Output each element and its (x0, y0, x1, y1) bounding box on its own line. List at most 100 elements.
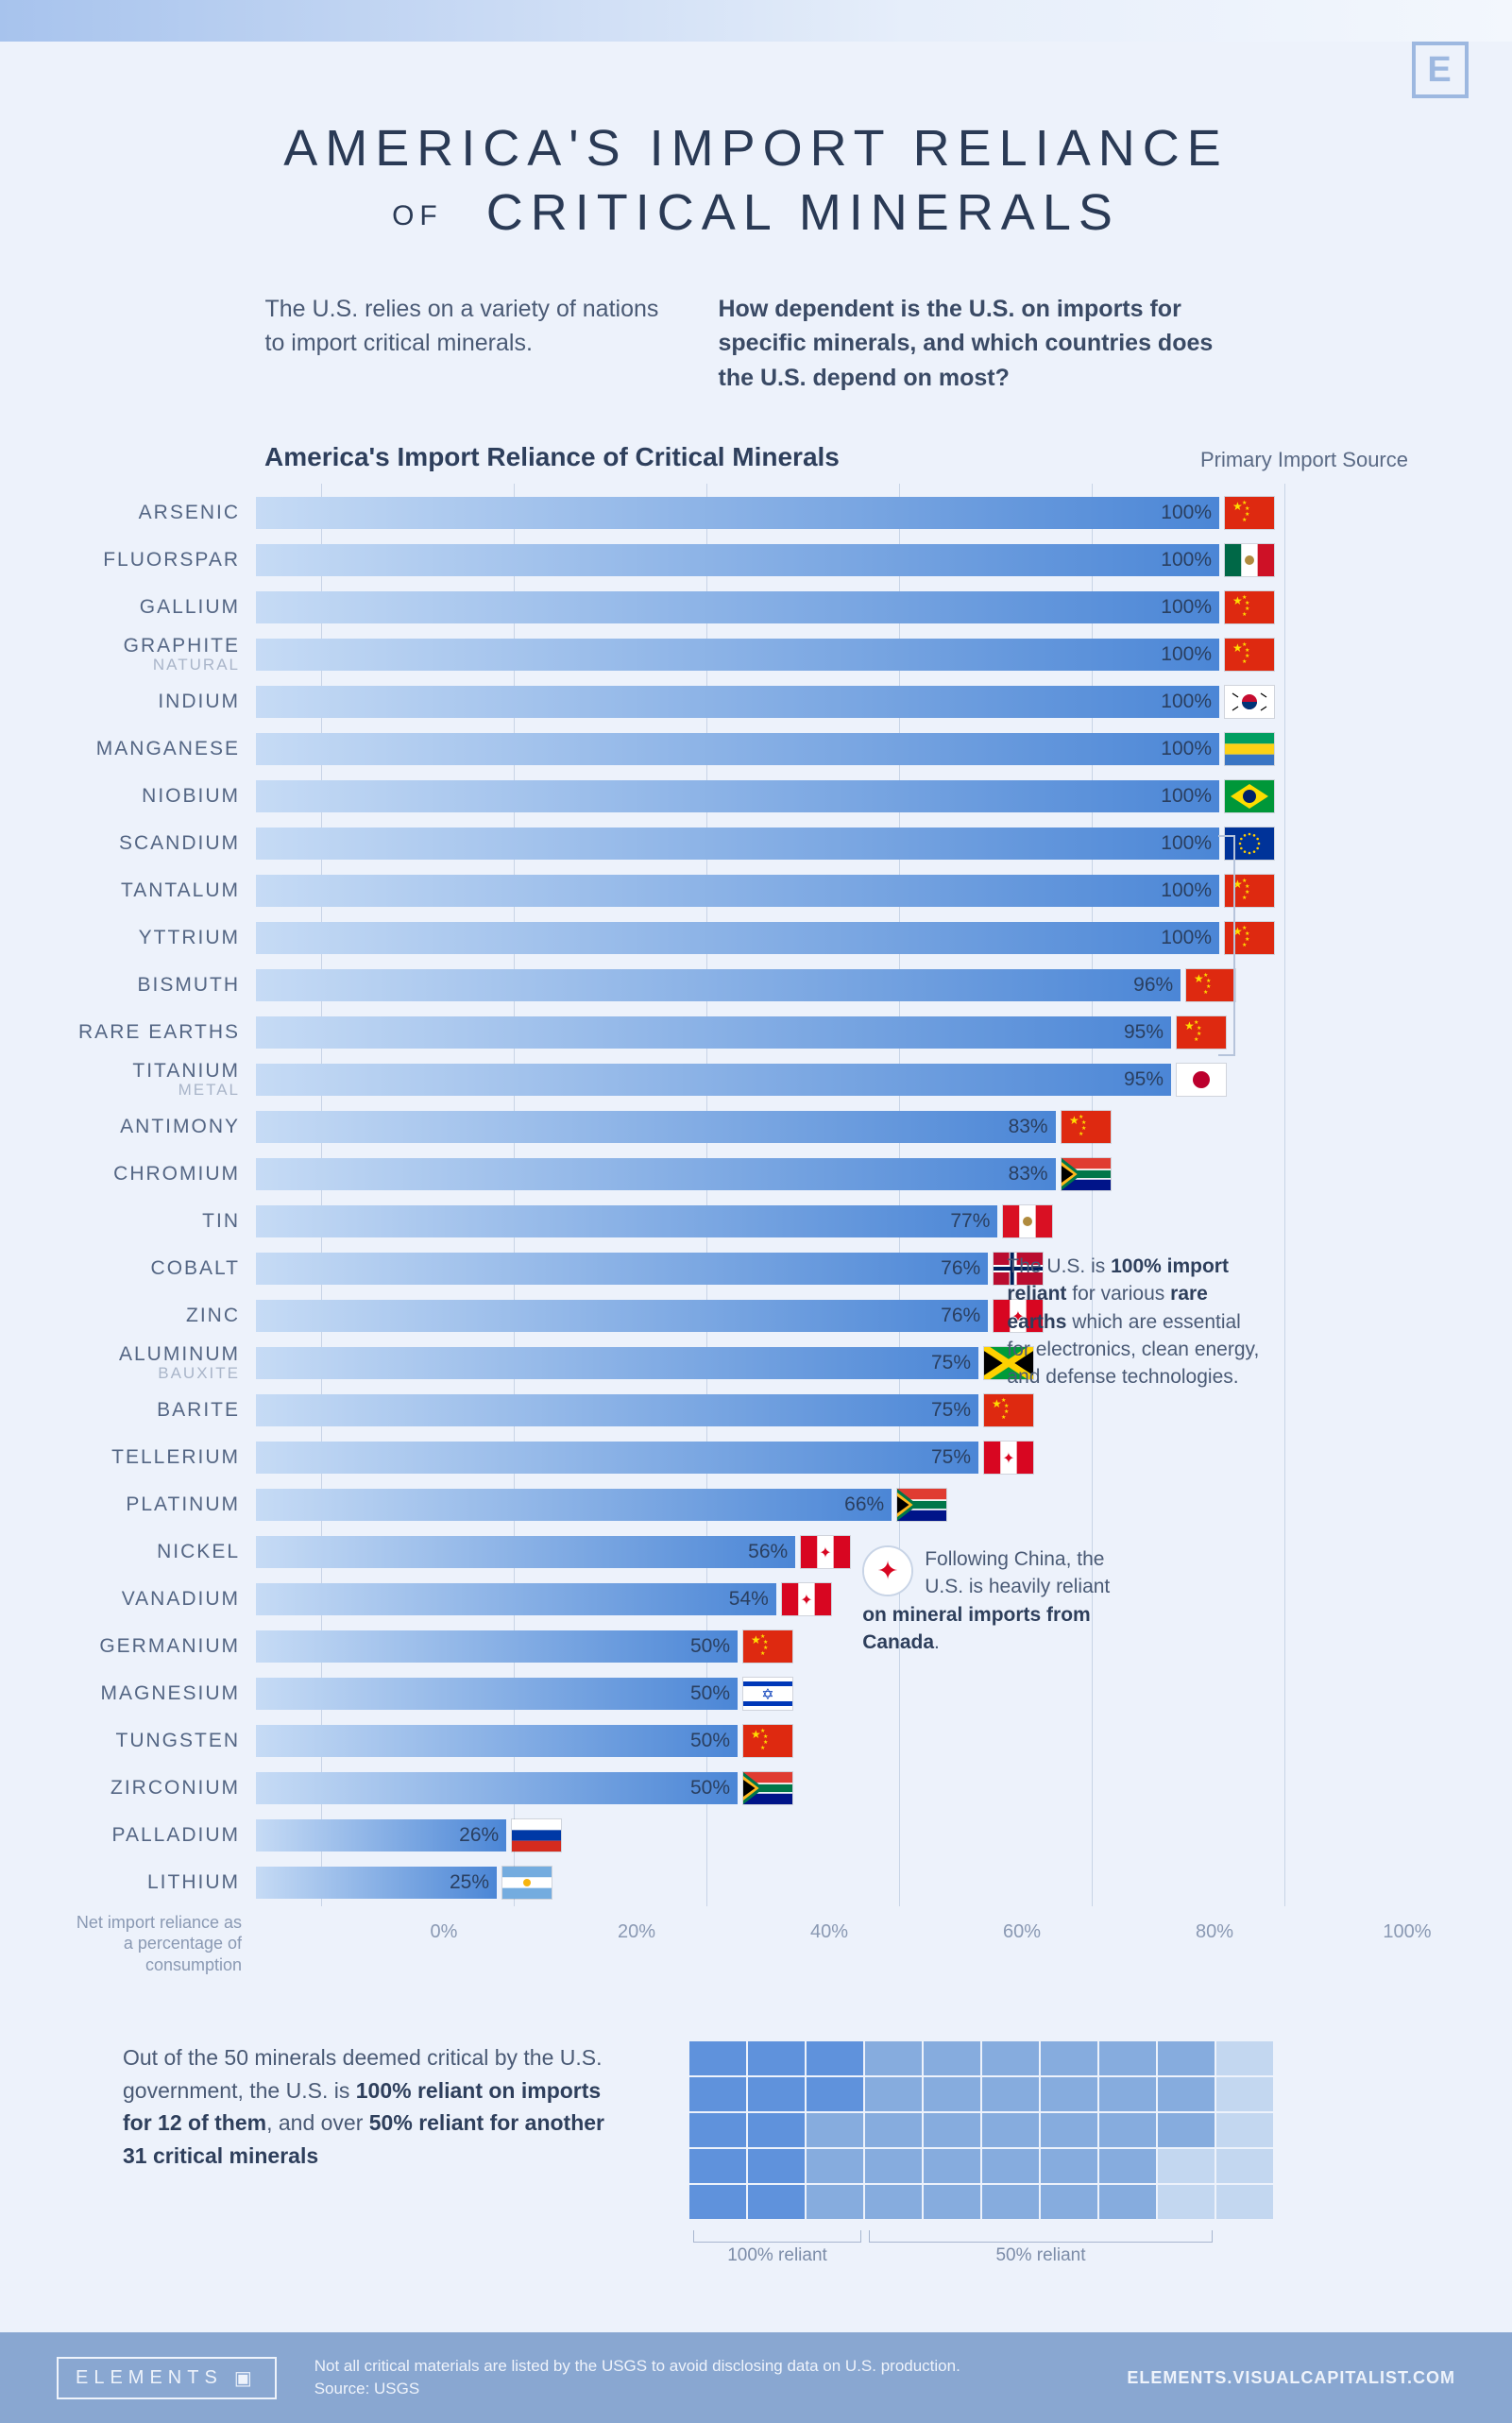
bar-plot-area: 100% ★★★★★ (255, 489, 1218, 537)
bar-plot-area: 100% ★★★★★ (255, 631, 1218, 678)
axis-tick: 0% (431, 1921, 458, 1943)
bar: 100% (256, 544, 1219, 576)
flag-icon (502, 1867, 552, 1899)
waffle-cell (807, 2041, 863, 2075)
svg-text:★: ★ (1245, 930, 1249, 937)
bar-plot-area: 95% (255, 1056, 1218, 1103)
mineral-label: RARE EARTHS (66, 1022, 255, 1043)
flag-icon: ★★★★★ (1225, 639, 1274, 671)
subheader: The U.S. relies on a variety of nations … (0, 273, 1512, 442)
waffle-cell (1099, 2077, 1156, 2111)
bar-row: NICKEL 56% ✦ (66, 1528, 1446, 1576)
axis-note: Net import reliance as a percentage of c… (66, 1912, 255, 1976)
flag-icon: ✦ (782, 1583, 831, 1615)
svg-text:✡: ✡ (761, 1687, 773, 1703)
flag-icon (1062, 1158, 1111, 1190)
flag-icon (897, 1489, 946, 1521)
flag-icon (1225, 686, 1274, 718)
waffle-cell (1216, 2041, 1273, 2075)
svg-text:★: ★ (1206, 983, 1211, 990)
bar-row: LITHIUM 25% (66, 1859, 1446, 1906)
callout-canada: ✦ Following China, the U.S. is heavily r… (862, 1545, 1117, 1657)
axis-tick: 40% (810, 1921, 848, 1943)
bracket-rare-earths (1218, 835, 1235, 1056)
legend-label: Primary Import Source (1200, 448, 1408, 472)
bar: 25% (256, 1867, 497, 1899)
bar: 66% (256, 1489, 892, 1521)
svg-text:★: ★ (1242, 925, 1247, 931)
bar-plot-area: 100% (255, 537, 1218, 584)
waffle-cell (1099, 2149, 1156, 2183)
bar: 50% (256, 1630, 738, 1663)
waffle-cell (1158, 2041, 1215, 2075)
bar-row: MAGNESIUM 50% ✡ (66, 1670, 1446, 1717)
waffle-cell (924, 2185, 980, 2219)
footer-brand-text: ELEMENTS (76, 2367, 223, 2389)
flag-icon (1003, 1205, 1052, 1237)
bar-row: YTTRIUM 100% ★★★★★ (66, 914, 1446, 962)
waffle-cell (924, 2041, 980, 2075)
waffle-cell (982, 2077, 1039, 2111)
subhead-left: The U.S. relies on a variety of nations … (265, 292, 662, 395)
flag-icon: ✦ (801, 1536, 850, 1568)
svg-text:★: ★ (1001, 1397, 1006, 1404)
waffle-cell (748, 2077, 805, 2111)
bar-row: TELLERIUM 75% ✦ (66, 1434, 1446, 1481)
footer-url: ELEMENTS.VISUALCAPITALIST.COM (1127, 2368, 1455, 2388)
bar: 100% (256, 922, 1219, 954)
svg-text:★: ★ (1203, 989, 1208, 996)
svg-text:★: ★ (1245, 606, 1249, 612)
pct-label: 83% (1009, 1116, 1048, 1138)
pct-label: 100% (1161, 785, 1212, 808)
waffle-cell (1158, 2113, 1215, 2147)
svg-text:★: ★ (1194, 1036, 1198, 1043)
bar-row: MANGANESE 100% (66, 725, 1446, 773)
pct-label: 50% (690, 1682, 730, 1705)
bar-plot-area: 75% ✦ (255, 1434, 1218, 1481)
bar-plot-area: 100% (255, 773, 1218, 820)
bar-row: ARSENIC 100% ★★★★★ (66, 489, 1446, 537)
flag-icon: ★★★★★ (743, 1630, 792, 1663)
waffle-cell (689, 2041, 746, 2075)
svg-text:★: ★ (760, 1650, 765, 1657)
mineral-label: BARITE (66, 1400, 255, 1421)
bar: 56% (256, 1536, 795, 1568)
pct-label: 100% (1161, 879, 1212, 902)
mineral-label: ZIRCONIUM (66, 1778, 255, 1799)
bar: 50% (256, 1725, 738, 1757)
mineral-label: VANADIUM (66, 1589, 255, 1610)
footer: ELEMENTS ▣ Not all critical materials ar… (0, 2332, 1512, 2423)
svg-text:★: ★ (760, 1633, 765, 1640)
bar-plot-area: 26% (255, 1812, 1218, 1859)
bar-plot-area: 100% ★★★★★ (255, 584, 1218, 631)
pct-label: 100% (1161, 596, 1212, 619)
waffle-cell (1041, 2149, 1097, 2183)
waffle-cell (807, 2149, 863, 2183)
waffle-cell (1099, 2041, 1156, 2075)
canada-flag-round-icon: ✦ (862, 1545, 913, 1596)
bar: 100% (256, 591, 1219, 623)
bar-row: SCANDIUM 100% (66, 820, 1446, 867)
footer-note: Not all critical materials are listed by… (314, 2355, 1090, 2400)
waffle-grid (689, 2041, 1273, 2219)
waffle-cell (748, 2041, 805, 2075)
bar: 50% (256, 1678, 738, 1710)
mineral-label: PLATINUM (66, 1494, 255, 1515)
bar: 75% (256, 1394, 978, 1426)
bar-row: PALLADIUM 26% (66, 1812, 1446, 1859)
mineral-label: INDIUM (66, 691, 255, 712)
flag-icon: ★★★★★ (1225, 497, 1274, 529)
waffle-cell (865, 2113, 922, 2147)
bar: 77% (256, 1205, 997, 1237)
bar-row: CHROMIUM 83% (66, 1151, 1446, 1198)
chart-title-bar: America's Import Reliance of Critical Mi… (66, 442, 1446, 489)
pct-label: 100% (1161, 691, 1212, 713)
waffle-cell (1158, 2077, 1215, 2111)
waffle-cell (807, 2185, 863, 2219)
axis-tick: 100% (1383, 1921, 1431, 1943)
chart: America's Import Reliance of Critical Mi… (0, 442, 1512, 2005)
callout-rare-earths: The U.S. is 100% import reliant for vari… (1007, 1253, 1262, 1391)
mineral-label: LITHIUM (66, 1872, 255, 1893)
svg-text:★: ★ (1203, 972, 1208, 979)
flag-icon (743, 1772, 792, 1804)
